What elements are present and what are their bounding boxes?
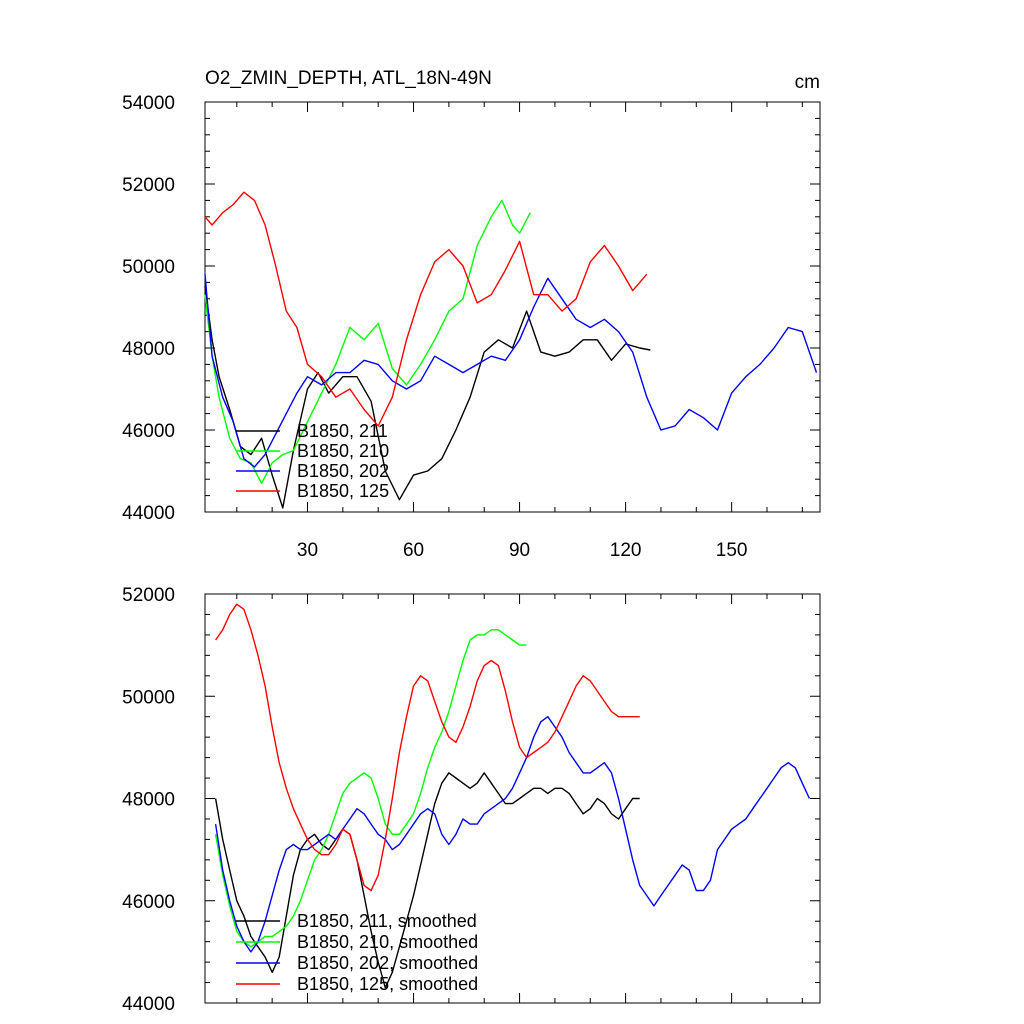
series-line — [214, 629, 527, 948]
y-tick-label: 44000 — [122, 503, 175, 524]
y-tick-label: 48000 — [122, 790, 175, 811]
series-line — [215, 603, 640, 892]
y-tick-label: 44000 — [122, 994, 175, 1015]
series-line — [204, 286, 651, 509]
series-line — [214, 772, 640, 989]
units-label: cm — [795, 72, 820, 93]
y-tick-label: 48000 — [122, 339, 175, 360]
y-tick-label: 50000 — [122, 257, 175, 278]
x-tick-label: 90 — [509, 540, 530, 561]
legend-label: B1850, 202 — [297, 461, 389, 481]
ticks-top: 44000 46000 48000 50000 52000 54000 30 60 90 120 1… — [122, 93, 820, 561]
x-tick-label: 120 — [610, 540, 642, 561]
x-tick-label: 150 — [716, 540, 748, 561]
y-tick-label: 52000 — [122, 175, 175, 196]
series-bottom — [214, 603, 811, 989]
x-tick-label: 60 — [403, 540, 424, 561]
panel-bottom: 44000 46000 48000 50000 52000 B1850, 211, sm… — [122, 585, 821, 1015]
legend-label: B1850, 211, smoothed — [297, 911, 477, 931]
legend-label: B1850, 125 — [297, 481, 389, 501]
y-tick-label: 50000 — [122, 687, 175, 708]
series-top — [204, 191, 818, 509]
plot-frame-top — [204, 101, 821, 513]
series-line — [204, 274, 818, 468]
legend-label: B1850, 210, smoothed — [297, 932, 478, 952]
y-tick-label: 54000 — [122, 93, 175, 114]
chart-title: O2_ZMIN_DEPTH, ATL_18N-49N — [205, 68, 492, 89]
legend-label: B1850, 211 — [297, 421, 388, 441]
series-line — [214, 716, 811, 953]
legend-label: B1850, 125, smoothed — [297, 974, 478, 994]
y-tick-label: 46000 — [122, 421, 175, 442]
series-line — [204, 191, 648, 427]
x-tick-label: 30 — [297, 540, 318, 561]
legend-label: B1850, 210 — [297, 441, 389, 461]
y-tick-label: 52000 — [122, 585, 175, 606]
legend-label: B1850, 202, smoothed — [297, 953, 478, 973]
ticks-bottom: 44000 46000 48000 50000 52000 — [122, 585, 820, 1015]
y-tick-label: 46000 — [122, 892, 175, 913]
panel-top: O2_ZMIN_DEPTH, ATL_18N-49N cm 44000 46000… — [122, 68, 821, 561]
